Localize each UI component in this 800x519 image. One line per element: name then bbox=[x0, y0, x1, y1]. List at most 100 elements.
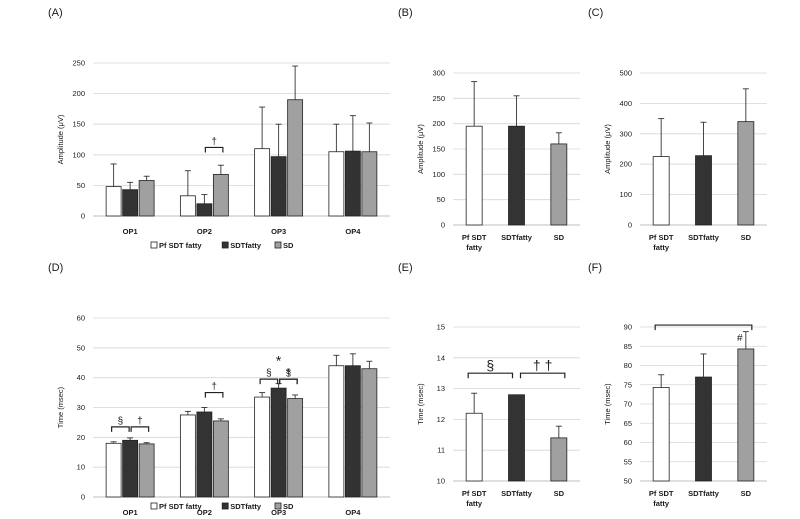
y-tick-label: 50 bbox=[437, 195, 445, 204]
legend-label: SD bbox=[283, 502, 294, 511]
bar bbox=[737, 121, 755, 226]
bar bbox=[508, 125, 525, 226]
legend: Pf SDT fatty SDTfatty SD bbox=[150, 502, 294, 511]
y-tick-label: 10 bbox=[77, 463, 85, 472]
y-tick-label: 60 bbox=[77, 314, 85, 323]
significance-symbol: § bbox=[486, 357, 494, 373]
bar bbox=[695, 376, 712, 482]
y-axis-title: Time (msec) bbox=[416, 383, 425, 425]
significance-symbol: § bbox=[286, 368, 292, 379]
y-tick-label: 500 bbox=[619, 69, 632, 78]
panel-d: (D) 0 10 20 30 40 50 60 Time (msec) OP1 OP2 OP3 OP4 P… bbox=[48, 262, 390, 517]
legend-label: SD bbox=[283, 241, 294, 250]
panel-label: (F) bbox=[588, 262, 602, 274]
bar bbox=[254, 396, 271, 498]
bar bbox=[328, 365, 345, 498]
x-category-label: SD bbox=[554, 489, 565, 498]
significance-symbol: † bbox=[286, 368, 292, 379]
x-category-label: OP1 bbox=[123, 227, 138, 236]
y-tick-label: 12 bbox=[437, 415, 445, 424]
significance-symbol: # bbox=[737, 333, 743, 344]
y-tick-label: 400 bbox=[619, 99, 632, 108]
y-tick-label: 150 bbox=[72, 120, 85, 129]
bar bbox=[287, 398, 304, 498]
y-tick-label: 0 bbox=[441, 221, 445, 230]
bar bbox=[254, 148, 271, 217]
significance-bracket bbox=[204, 391, 224, 398]
bar bbox=[212, 173, 229, 217]
significance-symbol: † bbox=[137, 416, 143, 427]
y-tick-label: 200 bbox=[619, 160, 632, 169]
panel-label: (B) bbox=[398, 7, 413, 19]
y-tick-label: 0 bbox=[628, 221, 632, 230]
x-category-label: Pf SDT bbox=[462, 489, 487, 498]
x-category-label: Pf SDT bbox=[462, 233, 487, 242]
y-tick-label: 100 bbox=[432, 170, 445, 179]
x-category-label-line2: fatty bbox=[466, 243, 483, 252]
y-tick-label: 50 bbox=[77, 181, 85, 190]
bar bbox=[196, 203, 213, 217]
bar bbox=[550, 437, 568, 482]
x-category-label: Pf SDT bbox=[649, 489, 674, 498]
y-tick-label: 90 bbox=[624, 323, 632, 332]
y-tick-label: 50 bbox=[624, 477, 632, 486]
significance-bracket bbox=[259, 378, 279, 385]
x-category-label: SDTfatty bbox=[501, 489, 533, 498]
panel-a: (A) 0 50 100 150 200 250 Amplitude (μV) OP1 OP2 OP… bbox=[48, 7, 390, 250]
legend-label: SDTfatty bbox=[230, 502, 262, 511]
panel-label: (E) bbox=[398, 262, 413, 274]
significance-bracket bbox=[519, 372, 566, 379]
significance-symbol: † † bbox=[533, 357, 552, 373]
x-category-label: OP2 bbox=[197, 227, 212, 236]
y-tick-label: 250 bbox=[72, 59, 85, 68]
bar bbox=[270, 387, 287, 498]
bar bbox=[344, 365, 361, 498]
y-axis-title: Amplitude (μV) bbox=[56, 114, 65, 164]
bar bbox=[105, 186, 122, 217]
y-tick-label: 0 bbox=[81, 212, 85, 221]
significance-bracket bbox=[467, 372, 514, 379]
y-tick-label: 200 bbox=[432, 119, 445, 128]
bar bbox=[508, 394, 525, 482]
y-tick-label: 200 bbox=[72, 89, 85, 98]
y-axis-title: Amplitude (μV) bbox=[416, 124, 425, 174]
y-tick-label: 13 bbox=[437, 384, 445, 393]
bar bbox=[138, 180, 155, 217]
y-tick-label: 11 bbox=[437, 446, 445, 455]
bar bbox=[287, 99, 304, 217]
bar bbox=[465, 125, 483, 226]
x-category-label: OP1 bbox=[123, 508, 138, 517]
bar bbox=[196, 411, 213, 498]
bar bbox=[328, 151, 345, 217]
legend: Pf SDT fatty SDTfatty SD bbox=[150, 241, 294, 250]
y-tick-label: 15 bbox=[437, 323, 445, 332]
x-category-label-line2: fatty bbox=[653, 499, 670, 508]
bar bbox=[179, 195, 196, 217]
legend-label: SDTfatty bbox=[230, 241, 262, 250]
y-axis-title: Amplitude (μV) bbox=[603, 124, 612, 174]
significance-symbol: † bbox=[211, 136, 217, 147]
y-tick-label: 50 bbox=[77, 343, 85, 352]
bar bbox=[122, 189, 139, 217]
x-category-label: SD bbox=[741, 233, 752, 242]
x-category-label: SD bbox=[741, 489, 752, 498]
bar bbox=[122, 439, 139, 498]
panel-label: (D) bbox=[48, 262, 63, 274]
panel-f: (F) 50 55 60 65 70 75 80 85 90 Time (msec) Pf SDTfa… bbox=[588, 262, 767, 508]
bar bbox=[105, 442, 122, 498]
y-tick-label: 300 bbox=[432, 69, 445, 78]
legend-swatch bbox=[150, 502, 158, 510]
panel-label: (C) bbox=[588, 7, 603, 19]
y-tick-label: 100 bbox=[72, 150, 85, 159]
significance-symbol: § bbox=[266, 368, 272, 379]
y-tick-label: 14 bbox=[437, 353, 445, 362]
y-tick-label: 300 bbox=[619, 129, 632, 138]
significance-bracket bbox=[204, 146, 224, 153]
y-tick-label: 85 bbox=[624, 342, 632, 351]
legend-swatch bbox=[274, 502, 282, 510]
bar bbox=[550, 143, 568, 226]
x-category-label: Pf SDT bbox=[649, 233, 674, 242]
bar bbox=[465, 412, 483, 482]
bar bbox=[344, 150, 361, 217]
